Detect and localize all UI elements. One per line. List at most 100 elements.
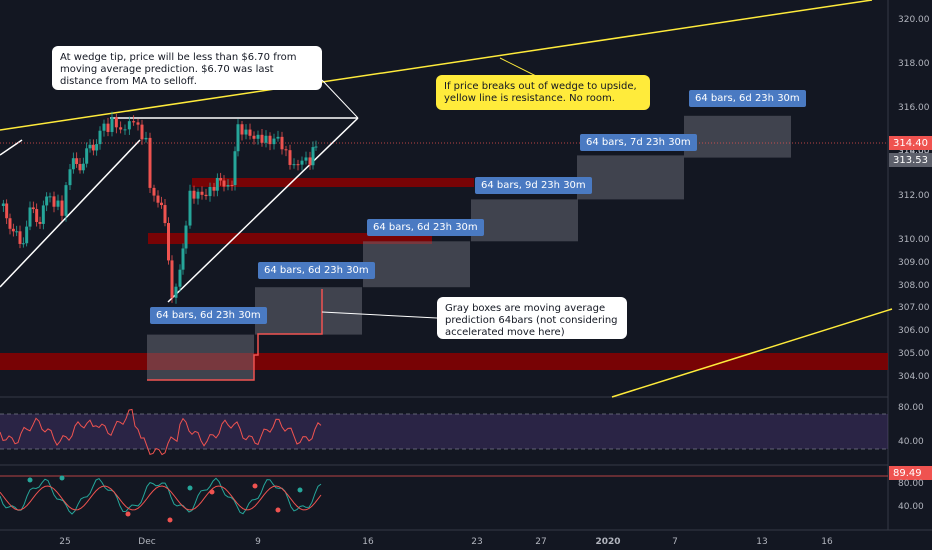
candle-body: [41, 205, 45, 224]
candle-body: [264, 135, 268, 143]
stoch-tick-label: 80.00: [898, 479, 924, 489]
resistance-trendline: [0, 0, 873, 131]
candle-body: [174, 286, 178, 298]
bar-range-label-1: 64 bars, 6d 23h 30m: [150, 307, 267, 324]
bar-range-label-4: 64 bars, 9d 23h 30m: [475, 177, 592, 194]
bar-range-label-3: 64 bars, 6d 23h 30m: [367, 219, 484, 236]
candle-body: [88, 144, 92, 149]
candle-body: [288, 150, 292, 165]
candle-body: [1, 203, 5, 206]
time-tick-label: 9: [255, 537, 261, 547]
candle-body: [212, 186, 216, 191]
time-tick-label: 2020: [595, 537, 620, 547]
resistance-zone-upper: [192, 178, 474, 187]
candle-body: [219, 177, 223, 181]
candle-body: [184, 225, 188, 249]
time-tick-label: Dec: [138, 537, 155, 547]
candle-body: [35, 209, 39, 222]
price-tick-label: 312.00: [898, 191, 930, 201]
stoch-cross-dot: [297, 487, 303, 493]
candle-body: [68, 169, 72, 186]
time-tick-label: 13: [756, 537, 767, 547]
candle-body: [11, 228, 15, 232]
candle-body: [204, 194, 208, 197]
candle-body: [75, 158, 79, 164]
gray-box-note-pointer: [321, 311, 438, 319]
candle-body: [178, 269, 182, 287]
candle-body: [260, 134, 264, 143]
gray-box-note: Gray boxes are moving average prediction…: [437, 297, 627, 339]
stoch-cross-dot: [252, 483, 258, 489]
candle-body: [18, 231, 22, 244]
bar-range-label-6: 64 bars, 6d 23h 30m: [689, 90, 806, 107]
candle-body: [272, 138, 276, 145]
candle-body: [188, 190, 192, 226]
candle-body: [110, 117, 114, 132]
time-tick-label: 27: [535, 537, 546, 547]
candle-body: [81, 163, 85, 171]
candle-body: [56, 200, 60, 207]
candle-body: [64, 185, 68, 216]
wedge-bottom-line: [167, 117, 359, 303]
candle-body: [156, 195, 160, 203]
candle-body: [148, 137, 152, 188]
stoch-tick-label: 40.00: [898, 502, 924, 512]
candle-body: [98, 130, 102, 145]
candle-body: [308, 157, 312, 166]
candle-body: [114, 117, 118, 128]
stoch-cross-dot: [59, 475, 65, 481]
candle-body: [127, 121, 131, 130]
candle-body: [314, 146, 318, 148]
stoch-cross-dot: [27, 477, 33, 483]
prediction-box-3: [363, 241, 470, 288]
stoch-k-line: [0, 477, 322, 515]
candle-body: [167, 223, 170, 261]
time-tick-label: 7: [672, 537, 678, 547]
support-zone-lower: [0, 353, 888, 370]
candle-body: [123, 129, 127, 131]
price-tick-label: 304.00: [898, 372, 930, 382]
candle-body: [21, 243, 25, 245]
price-tick-label: 316.00: [898, 103, 930, 113]
stoch-value-tag-bg: [889, 466, 932, 480]
prediction-box-2: [255, 287, 362, 335]
candle-body: [196, 191, 200, 199]
candle-body: [25, 226, 29, 244]
candle-body: [226, 184, 230, 187]
price-tick-label: 309.00: [898, 258, 930, 268]
rsi-tick-label: 40.00: [898, 437, 924, 447]
price-tick-label: 308.00: [898, 281, 930, 291]
candle-body: [296, 164, 300, 166]
candle-body: [45, 196, 49, 206]
candle-body: [192, 190, 196, 199]
time-tick-label: 23: [471, 537, 482, 547]
price-tick-label: 320.00: [898, 15, 930, 25]
candle-body: [256, 134, 260, 139]
ma-price-tag: 313.53: [893, 155, 928, 166]
candle-body: [28, 207, 32, 227]
ma-price-tag-bg: [889, 153, 932, 167]
candle-body: [8, 218, 12, 229]
candle-body: [222, 180, 226, 187]
candle-body: [280, 136, 284, 150]
candle-body: [284, 149, 288, 151]
bar-range-label-2: 64 bars, 6d 23h 30m: [258, 262, 375, 279]
candle-body: [132, 121, 136, 123]
price-tick-label: 305.00: [898, 349, 930, 359]
stoch-d-line: [0, 485, 322, 511]
ma-step-line: [147, 289, 323, 381]
resistance-note: If price breaks out of wedge to upside, …: [436, 75, 650, 110]
stoch-cross-dot: [275, 507, 281, 513]
candle-body: [102, 123, 106, 131]
candle-body: [252, 135, 256, 139]
candle-body: [15, 231, 19, 233]
time-tick-label: 16: [821, 537, 833, 547]
prediction-box-4: [471, 199, 578, 242]
price-tick-label: 314.00: [898, 147, 930, 157]
candle-body: [106, 123, 110, 132]
price-tick-label: 318.00: [898, 59, 930, 69]
stoch-cross-dot: [209, 489, 215, 495]
candle-body: [5, 203, 9, 219]
candle-body: [78, 163, 82, 171]
candle-body: [140, 124, 144, 140]
